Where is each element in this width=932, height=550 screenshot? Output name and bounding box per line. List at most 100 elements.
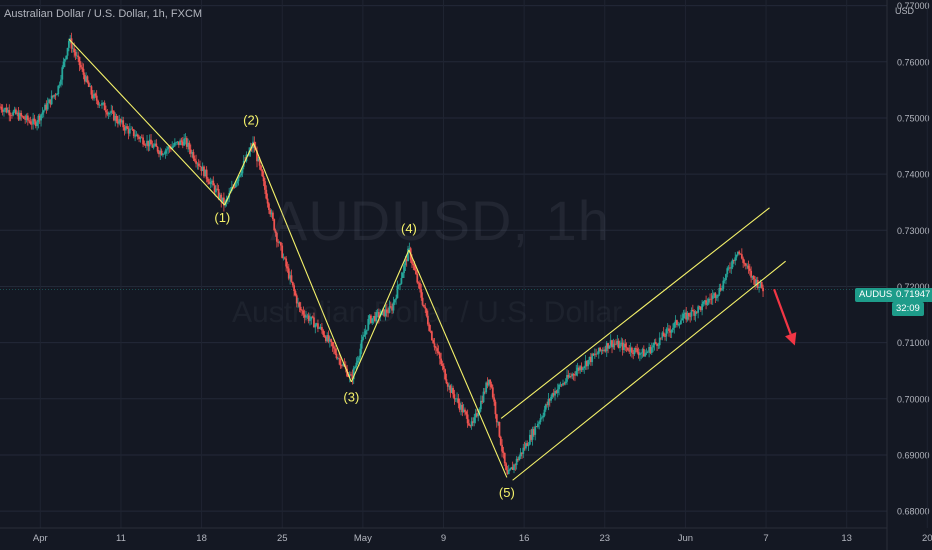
candle-body (509, 469, 511, 471)
candle-body (611, 340, 613, 348)
candle-body (119, 119, 122, 123)
candle-body (710, 298, 713, 300)
candle-body (221, 197, 224, 202)
candle-body (607, 343, 609, 349)
candle-body (417, 282, 420, 284)
candle-body (375, 312, 378, 322)
candle-body (683, 312, 686, 314)
candle-body (330, 339, 333, 342)
candle-body (563, 383, 566, 384)
candle-body (513, 464, 515, 471)
candle-body (279, 242, 282, 246)
instrument-watermark: Australian Dollar / U.S. Dollar (232, 296, 623, 329)
x-tick-label: 7 (763, 533, 768, 544)
candle-body (499, 436, 502, 445)
candle-body (154, 143, 156, 146)
candle-body (143, 144, 146, 146)
candle-body (456, 398, 458, 399)
candle-body (159, 150, 162, 155)
candle-body (623, 343, 625, 350)
candle-body (482, 391, 485, 403)
candle-body (97, 100, 99, 105)
candle-body (118, 119, 121, 124)
candle-body (534, 426, 537, 435)
candle-body (486, 382, 489, 386)
candle-body (322, 330, 325, 335)
candle-body (67, 40, 70, 48)
candle-body (705, 300, 707, 305)
candle-body (583, 366, 586, 369)
candle-body (603, 349, 605, 351)
candle-body (307, 315, 310, 321)
candle-body (493, 397, 496, 402)
candle-body (195, 160, 197, 164)
candle-body (714, 293, 717, 298)
candle-body (676, 320, 678, 325)
candle-body (627, 347, 629, 351)
candle-body (397, 285, 400, 286)
candle-body (751, 275, 754, 278)
wave-label: (5) (499, 485, 515, 500)
candle-body (562, 383, 564, 386)
currency-label: USD (895, 6, 915, 16)
candle-body (399, 283, 401, 286)
candle-body (20, 112, 23, 117)
candle-body (175, 142, 178, 143)
candle-body (128, 128, 131, 134)
candle-body (703, 300, 706, 302)
candle-body (746, 265, 749, 267)
candle-body (238, 175, 241, 177)
candle-body (588, 356, 591, 361)
candle-body (758, 286, 760, 288)
candle-body (551, 393, 554, 397)
candle-body (652, 345, 654, 348)
candle-body (454, 398, 457, 400)
candle-body (144, 145, 147, 146)
candle-body (7, 110, 9, 113)
candle-body (65, 55, 68, 60)
candle-body (105, 110, 107, 113)
candle-body (633, 347, 636, 355)
candle-body (40, 114, 42, 121)
candle-body (21, 116, 24, 117)
candle-body (8, 110, 11, 116)
candle-body (419, 282, 421, 290)
x-tick-label: 23 (599, 533, 610, 544)
candle-body (476, 413, 478, 417)
candle-body (485, 382, 488, 393)
candle-body (362, 336, 364, 341)
candle-body (503, 452, 506, 464)
candle-body (620, 342, 623, 344)
candle-body (738, 251, 741, 254)
candle-body (604, 349, 607, 352)
candle-body (113, 111, 115, 121)
candle-body (207, 178, 209, 182)
candle-body (355, 362, 358, 367)
candle-body (702, 301, 705, 304)
candle-body (581, 368, 584, 370)
candle-body (693, 311, 696, 316)
candle-body (139, 137, 142, 139)
candle-body (495, 414, 498, 423)
candle-body (612, 343, 615, 348)
candle-body (572, 374, 575, 375)
candle-body (458, 403, 461, 410)
candle-body (432, 340, 435, 344)
candle-body (730, 267, 733, 269)
candle-body (401, 273, 404, 279)
candle-body (233, 187, 236, 188)
candle-body (446, 383, 449, 387)
candle-body (383, 309, 386, 317)
candle-body (715, 296, 718, 298)
candle-body (574, 374, 576, 376)
candle-body (26, 115, 29, 121)
candle-body (203, 166, 205, 177)
candle-body (640, 352, 643, 354)
candle-body (98, 104, 101, 106)
candle-body (323, 334, 326, 337)
candle-body (53, 94, 56, 97)
candle-body (666, 328, 669, 330)
wave-label: (4) (401, 221, 417, 236)
candle-body (523, 447, 526, 449)
